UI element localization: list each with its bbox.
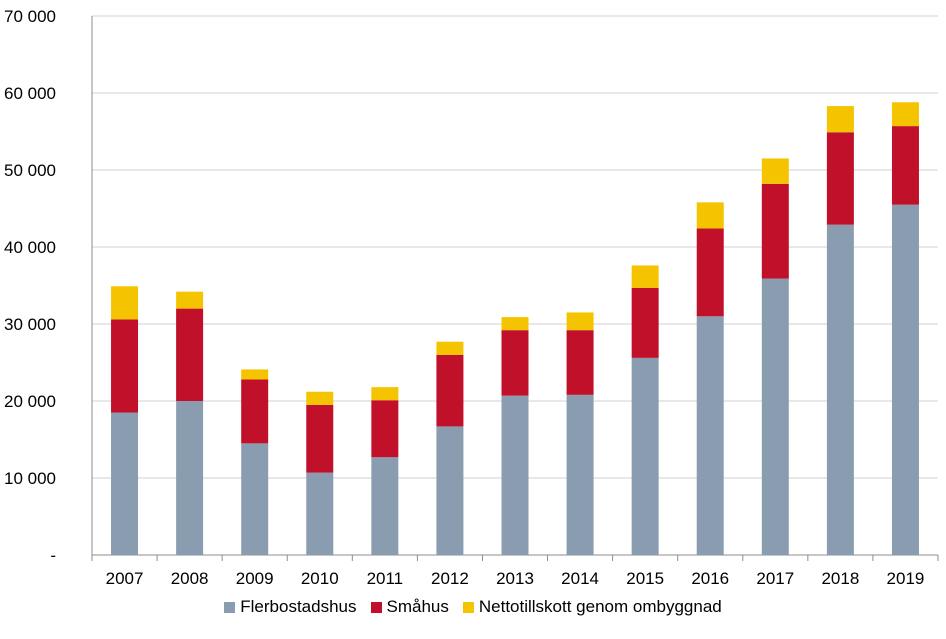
bar-segment-nettotillskott [501,317,529,331]
y-tick-label: 30 000 [4,315,56,334]
bar-segment-flerbostadshus [566,394,594,555]
bar-segment-nettotillskott [371,387,399,401]
x-tick-label: 2014 [561,569,599,588]
legend-item-flerbostadshus: Flerbostadshus [224,597,357,617]
x-tick-label: 2013 [496,569,534,588]
x-tick-label: 2017 [756,569,794,588]
legend-swatch-flerbostadshus [224,601,236,613]
x-tick-label: 2015 [626,569,664,588]
x-tick-label: 2007 [106,569,144,588]
bar-segment-flerbostadshus [631,357,659,555]
bar-segment-flerbostadshus [696,316,724,555]
bar-segment-nettotillskott [761,158,789,184]
bar-segment-nettotillskott [696,202,724,229]
legend-swatch-smahus [370,601,382,613]
bar-segment-nettotillskott [241,369,269,380]
legend-label-flerbostadshus: Flerbostadshus [240,597,357,616]
bar-segment-flerbostadshus [306,472,334,555]
bar-segment-flerbostadshus [371,457,399,555]
bar-segment-smahus [241,379,269,444]
x-tick-label: 2009 [236,569,274,588]
bar-segment-flerbostadshus [891,204,919,555]
legend-label-smahus: Småhus [386,597,449,616]
y-tick-label: 60 000 [4,84,56,103]
bar-segment-nettotillskott [111,286,139,320]
bar-segment-nettotillskott [436,341,464,355]
bar-segment-flerbostadshus [826,224,854,556]
bar-segment-flerbostadshus [241,443,269,555]
bar-segment-flerbostadshus [761,278,789,555]
bar-segment-nettotillskott [306,391,334,405]
bar-segment-smahus [826,132,854,225]
y-tick-label: 10 000 [4,469,56,488]
bar-segment-smahus [111,319,139,413]
bar-segment-nettotillskott [176,291,204,309]
bar-segment-flerbostadshus [436,426,464,555]
bar-segment-smahus [696,228,724,317]
x-tick-label: 2010 [301,569,339,588]
bar-segment-flerbostadshus [501,395,529,555]
bar-segment-nettotillskott [631,265,659,288]
x-tick-label: 2008 [171,569,209,588]
legend: Flerbostadshus Småhus Nettotillskott gen… [0,597,946,617]
bar-segment-nettotillskott [566,312,594,331]
bar-segment-flerbostadshus [111,412,139,555]
x-tick-label: 2011 [367,569,404,588]
y-tick-label: 70 000 [4,7,56,26]
bar-segment-smahus [501,330,529,396]
bar-segment-flerbostadshus [176,401,204,555]
bar-segment-smahus [436,354,464,427]
bar-segment-nettotillskott [826,106,854,133]
bar-segment-smahus [371,400,399,458]
bar-segment-smahus [891,126,919,205]
bar-segment-nettotillskott [891,102,919,127]
legend-item-nettotillskott: Nettotillskott genom ombyggnad [462,597,722,617]
y-tick-label: 40 000 [4,238,56,257]
x-tick-label: 2012 [431,569,469,588]
bar-segment-smahus [566,330,594,395]
y-tick-label: 50 000 [4,161,56,180]
bar-segment-smahus [176,308,204,401]
x-tick-label: 2016 [691,569,729,588]
legend-label-nettotillskott: Nettotillskott genom ombyggnad [478,597,722,616]
bar-segment-smahus [631,287,659,358]
y-tick-label: - [50,546,56,565]
y-tick-label: 20 000 [4,392,56,411]
x-tick-label: 2019 [887,569,925,588]
legend-swatch-nettotillskott [462,601,474,613]
legend-item-smahus: Småhus [370,597,449,617]
x-tick-label: 2018 [821,569,859,588]
bar-segment-smahus [761,183,789,279]
bar-segment-smahus [306,404,334,473]
